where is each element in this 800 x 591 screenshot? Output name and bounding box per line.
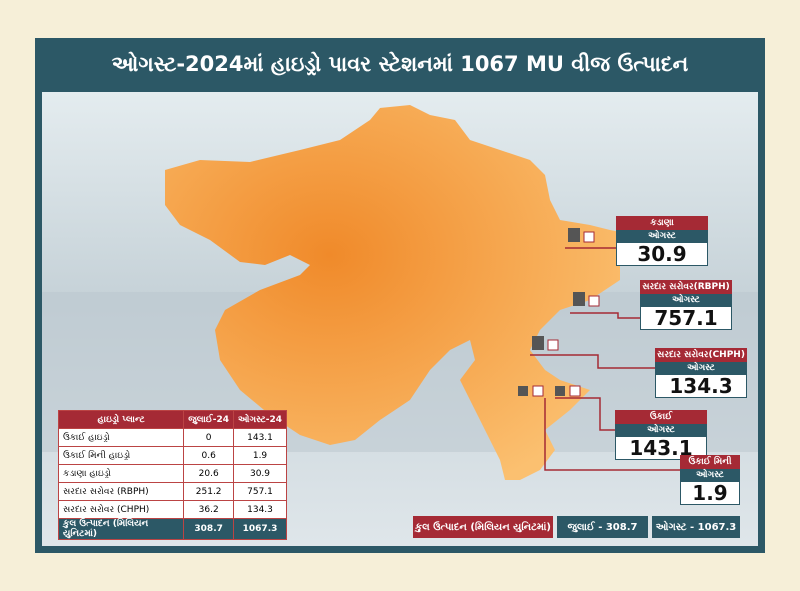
- table-cell: 30.9: [233, 464, 287, 483]
- table-row: સરદાર સરોવર (CHPH) 36.2 134.3: [57, 500, 287, 519]
- callout-name: સરદાર સરોવર(RBPH): [640, 280, 732, 294]
- table-cell: 0.6: [183, 446, 235, 465]
- callout-month: ઓગસ્ટ: [615, 424, 707, 436]
- total-august: ઓગસ્ટ - 1067.3: [652, 516, 740, 538]
- table-cell: 134.3: [233, 500, 287, 519]
- table-row: કુલ ઉત્પાદન (મિલિયન યુનિટમાં) 308.7 1067.3: [57, 518, 287, 540]
- callout-month: ઓગસ્ટ: [640, 294, 732, 306]
- table-row: કડાણા હાઇડ્રો 20.6 30.9: [57, 464, 287, 483]
- callout-month: ઓગસ્ટ: [655, 362, 747, 374]
- table-header: હાઇડ્રો પ્લાન્ટ જુલાઈ-24 ઓગસ્ટ-24: [57, 410, 287, 429]
- table-cell: કડાણા હાઇડ્રો: [57, 464, 185, 483]
- callout-month: ઓગસ્ટ: [616, 230, 708, 242]
- table-cell: સરદાર સરોવર (RBPH): [57, 482, 185, 501]
- leader-lines: [530, 247, 680, 471]
- table-row: ઉકાઈ હાઇડ્રો 0 143.1: [57, 428, 287, 447]
- table: હાઇડ્રો પ્લાન્ટ જુલાઈ-24 ઓગસ્ટ-24 ઉકાઈ હાઇડ…: [57, 410, 287, 540]
- table-cell: 1.9: [233, 446, 287, 465]
- callout-month: ઓગસ્ટ: [680, 469, 740, 481]
- title: ઓગસ્ટ-2024માં હાઇડ્રો પાવર સ્ટેશનમાં 106…: [111, 51, 689, 76]
- header-cell: હાઇડ્રો પ્લાન્ટ: [57, 410, 185, 429]
- table-wrap: હાઇડ્રો પ્લાન્ટ જુલાઈ-24 ઓગસ્ટ-24 ઉકાઈ હાઇડ…: [57, 410, 287, 540]
- callout-name: ઉકાઈ: [615, 410, 707, 424]
- total-label: કુલ ઉત્પાદન (મિલિયન યુનિટમાં): [413, 516, 553, 538]
- callout-name: કડાણા: [616, 216, 708, 230]
- callout: સરદાર સરોવર(CHPH) ઓગસ્ટ 134.3: [655, 348, 747, 398]
- table-cell: 0: [183, 428, 235, 447]
- table-row: સરદાર સરોવર (RBPH) 251.2 757.1: [57, 482, 287, 501]
- callout: ઉકાઈ ઓગસ્ટ 143.1: [615, 410, 707, 460]
- callout: સરદાર સરોવર(RBPH) ઓગસ્ટ 757.1: [640, 280, 732, 330]
- dam-icons: [518, 228, 600, 397]
- callout: ઉકાઈ મિની ઓગસ્ટ 1.9: [680, 455, 740, 505]
- gujarat-map: [165, 105, 635, 480]
- callout-value: 134.3: [655, 374, 747, 398]
- table-cell: 308.7: [183, 518, 235, 540]
- table-cell: 1067.3: [233, 518, 287, 540]
- callout-value: 30.9: [616, 242, 708, 266]
- table-cell: 20.6: [183, 464, 235, 483]
- table-row: ઉકાઈ મિની હાઇડ્રો 0.6 1.9: [57, 446, 287, 465]
- total-july: જુલાઈ - 308.7: [557, 516, 648, 538]
- callout-name: ઉકાઈ મિની: [680, 455, 740, 469]
- table-cell: ઉકાઈ મિની હાઇડ્રો: [57, 446, 185, 465]
- table-cell: 251.2: [183, 482, 235, 501]
- callout-name: સરદાર સરોવર(CHPH): [655, 348, 747, 362]
- table-cell: કુલ ઉત્પાદન (મિલિયન યુનિટમાં): [57, 518, 185, 540]
- table-cell: 757.1: [233, 482, 287, 501]
- header-cell: જુલાઈ-24: [183, 410, 235, 429]
- callout: કડાણા ઓગસ્ટ 30.9: [616, 216, 708, 266]
- header-cell: ઓગસ્ટ-24: [233, 410, 287, 429]
- callout-value: 757.1: [640, 306, 732, 330]
- table-cell: સરદાર સરોવર (CHPH): [57, 500, 185, 519]
- table-cell: ઉકાઈ હાઇડ્રો: [57, 428, 185, 447]
- callout-value: 1.9: [680, 481, 740, 505]
- table-cell: 143.1: [233, 428, 287, 447]
- table-cell: 36.2: [183, 500, 235, 519]
